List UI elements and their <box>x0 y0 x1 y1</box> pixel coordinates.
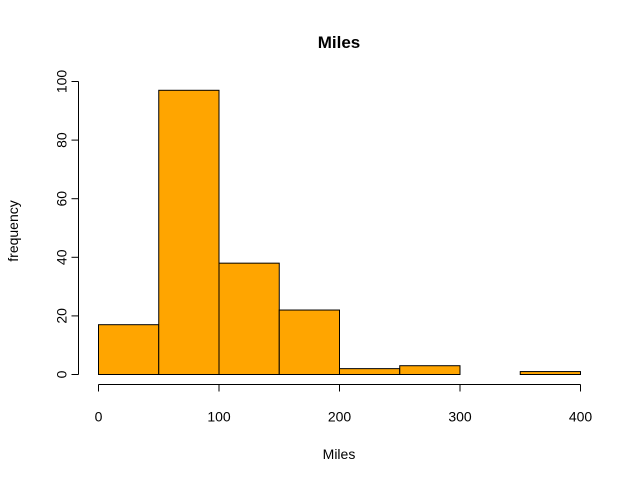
x-tick-label: 0 <box>95 409 103 425</box>
y-tick-label: 100 <box>54 70 70 94</box>
y-axis: 0 20 40 60 80 100 <box>54 70 79 378</box>
x-axis-label: Miles <box>323 446 356 462</box>
y-tick-label: 0 <box>54 370 70 378</box>
y-tick-label: 40 <box>54 249 70 265</box>
y-tick-label: 20 <box>54 308 70 324</box>
y-axis-label: frequency <box>5 200 21 261</box>
y-tick-label: 60 <box>54 191 70 207</box>
histogram-bars <box>98 89 581 376</box>
histogram-bar-0-50 <box>98 324 160 376</box>
histogram-bar-250-300 <box>399 365 461 375</box>
histogram-bar-150-200 <box>278 309 340 376</box>
histogram-bar-50-100 <box>158 89 220 375</box>
y-tick-label: 80 <box>54 132 70 148</box>
x-tick-label: 300 <box>448 409 472 425</box>
x-axis: 0 100 200 300 400 <box>95 384 593 425</box>
x-tick-label: 100 <box>207 409 231 425</box>
x-tick-label: 200 <box>328 409 352 425</box>
histogram-bar-100-150 <box>218 262 280 375</box>
chart-title: Miles <box>318 33 361 52</box>
histogram-bar-200-250 <box>339 368 401 376</box>
histogram-bar-350-400 <box>519 371 581 376</box>
x-tick-label: 400 <box>569 409 593 425</box>
